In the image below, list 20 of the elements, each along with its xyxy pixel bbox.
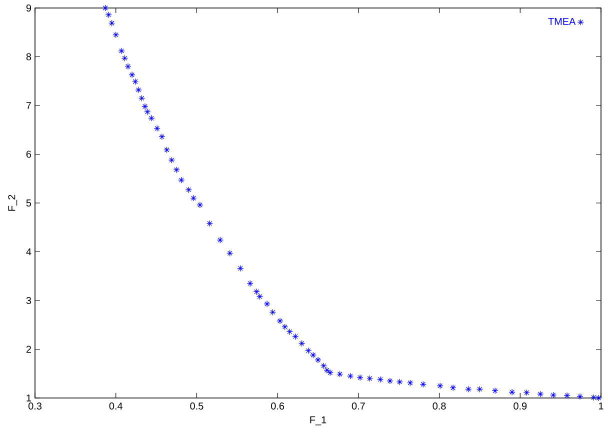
y-tick-label: 3 — [26, 296, 32, 304]
x-tick-label: 0.4 — [109, 402, 122, 410]
y-axis-title: F_2 — [8, 194, 18, 211]
y-tick-label: 6 — [26, 150, 32, 158]
x-tick-label: 0.9 — [514, 402, 527, 410]
x-tick-label: 1 — [599, 402, 604, 410]
y-tick-label: 8 — [26, 53, 32, 60]
y-tick-label: 9 — [26, 4, 32, 12]
y-tick-label: 2 — [26, 346, 31, 353]
x-tick-label: 0.6 — [271, 402, 284, 410]
y-tick-label: 4 — [26, 248, 32, 256]
x-tick-label: 0.5 — [190, 402, 204, 410]
y-tick-label: 5 — [26, 200, 32, 206]
y-tick-label: 7 — [26, 102, 31, 109]
legend-label: TMEA — [548, 18, 576, 25]
y-tick-label: 1 — [26, 394, 32, 402]
x-tick-label: 0.8 — [432, 402, 446, 410]
x-tick-label: 0.3 — [28, 402, 42, 410]
x-tick-label: 0.7 — [352, 402, 365, 410]
x-axis-title: F_1 — [310, 416, 326, 426]
